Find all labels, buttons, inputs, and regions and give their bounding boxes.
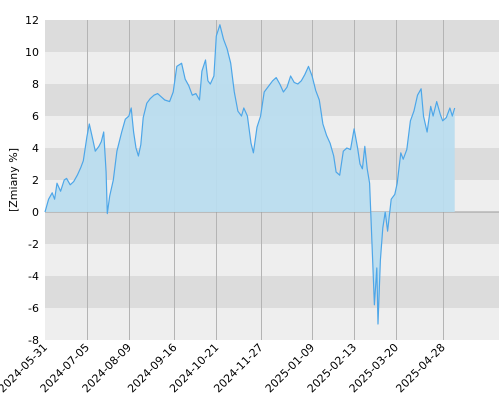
band-10-to-12 bbox=[45, 20, 499, 52]
series-line bbox=[44, 24, 456, 325]
y-axis-ticks: -8 -6 -4 -2 0 2 4 6 8 10 12 bbox=[25, 14, 39, 347]
y-tick-label: 6 bbox=[32, 110, 39, 123]
series-area-fill bbox=[45, 24, 455, 325]
band--2-to-0 bbox=[45, 212, 499, 244]
y-tick-label: 10 bbox=[25, 46, 39, 59]
y-tick-label: 12 bbox=[25, 14, 39, 27]
data-area bbox=[44, 24, 456, 325]
band--4-to--2 bbox=[45, 244, 499, 276]
band--6-to--4 bbox=[45, 276, 499, 308]
x-axis-ticks: 2024-05-312024-07-052024-08-092024-09-16… bbox=[0, 341, 448, 395]
band--8-to--6 bbox=[45, 308, 499, 340]
band-8-to-10 bbox=[45, 52, 499, 84]
y-tick-label: -8 bbox=[28, 334, 39, 347]
y-tick-label: 8 bbox=[32, 78, 39, 91]
y-tick-label: -2 bbox=[28, 238, 39, 251]
x-tick-label: 2025-04-28 bbox=[393, 341, 447, 395]
y-axis-title: [Zmiany %] bbox=[7, 148, 20, 212]
y-tick-label: -4 bbox=[28, 270, 39, 283]
y-tick-label: 0 bbox=[32, 206, 39, 219]
y-tick-label: 4 bbox=[32, 142, 39, 155]
y-tick-label: 2 bbox=[32, 174, 39, 187]
y-tick-label: -6 bbox=[28, 302, 39, 315]
